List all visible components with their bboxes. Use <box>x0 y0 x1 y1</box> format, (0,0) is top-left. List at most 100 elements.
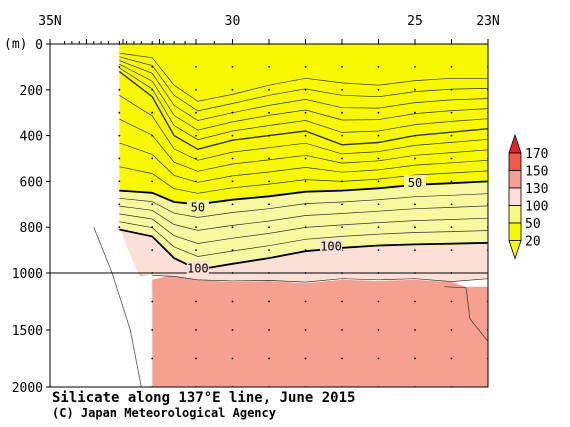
contour-line-lower <box>119 213 488 244</box>
colorbar-segment <box>508 170 522 189</box>
station-dot <box>151 111 154 114</box>
contour-label-bg <box>320 238 343 253</box>
station-dot <box>304 111 307 114</box>
station-dot <box>414 300 416 303</box>
x-tick-label: 30 <box>225 14 241 29</box>
contour-label: 50 <box>191 201 205 215</box>
contour-label-bg <box>186 260 209 275</box>
colorbar-segment <box>508 222 522 241</box>
station-dot <box>304 88 307 91</box>
station-dot <box>151 329 154 331</box>
station-dot <box>377 66 380 68</box>
station-dot <box>151 134 154 137</box>
station-dot <box>151 249 154 252</box>
chart-credit: (C) Japan Meteorological Agency <box>52 406 276 420</box>
station-dot <box>268 329 270 331</box>
colorbar: 170 150 130 100 50 20 <box>508 133 548 260</box>
station-dot <box>231 157 234 160</box>
station-dot <box>414 66 416 68</box>
station-dot <box>268 134 270 137</box>
station-dot <box>231 111 234 114</box>
station-dot <box>341 66 343 68</box>
station-dot <box>341 180 343 183</box>
y-tick-label: 1500 <box>12 324 43 339</box>
contour-label: 100 <box>187 261 209 275</box>
colorbar-segment <box>508 205 522 224</box>
station-dot <box>118 157 121 160</box>
station-dot <box>450 180 453 183</box>
station-dot <box>195 157 197 160</box>
station-dot <box>231 88 234 91</box>
station-dot <box>268 357 270 360</box>
station-dot <box>195 88 197 91</box>
station-dot <box>268 88 270 91</box>
station-dot <box>450 300 453 303</box>
station-dot <box>304 134 307 137</box>
colorbar-label: 170 <box>525 147 548 162</box>
y-axis-unit: (m) <box>4 37 27 52</box>
contour-layer <box>93 52 488 387</box>
station-dot <box>414 88 416 91</box>
station-dot <box>377 329 380 331</box>
station-dot <box>377 249 380 252</box>
colorbar-label: 100 <box>525 200 548 215</box>
contour-line-130 <box>152 274 488 283</box>
contour-line-lower <box>119 221 488 257</box>
station-dot <box>195 249 197 252</box>
station-dot <box>231 357 234 360</box>
colorbar-label: 130 <box>525 182 548 197</box>
station-dot <box>268 300 270 303</box>
station-dot <box>151 203 154 206</box>
station-dot <box>414 357 416 360</box>
station-dot <box>341 357 343 360</box>
station-dot <box>195 300 197 303</box>
station-dot <box>414 249 416 252</box>
station-dot <box>195 180 197 183</box>
station-dot <box>118 111 121 114</box>
contour-label: 100 <box>320 240 342 254</box>
y-tick-label: 0 <box>35 38 43 53</box>
contour-line-mid <box>119 118 488 172</box>
colorbar-segment <box>508 152 522 171</box>
station-dot <box>151 180 154 183</box>
station-dot <box>195 66 197 68</box>
station-dot <box>450 357 453 360</box>
station-dot <box>304 226 307 229</box>
station-dot <box>231 134 234 137</box>
station-dot <box>195 226 197 229</box>
station-dot <box>450 111 453 114</box>
station-dot <box>304 357 307 360</box>
contour-label-bg <box>186 199 209 214</box>
contour-label-bg <box>404 175 426 190</box>
station-dot <box>118 88 121 91</box>
contour-line-upper <box>119 60 488 121</box>
station-dot <box>231 203 234 206</box>
station-dot <box>268 226 270 229</box>
station-dot <box>341 226 343 229</box>
station-dot <box>268 180 270 183</box>
seafloor-line <box>93 227 142 387</box>
station-dot <box>377 157 380 160</box>
contour-line-upper <box>119 56 488 112</box>
contour-line-mid <box>119 95 488 161</box>
station-dot <box>341 157 343 160</box>
station-dot <box>268 203 270 206</box>
station-dot <box>304 249 307 252</box>
station-dot <box>195 329 197 331</box>
station-dot <box>377 88 380 91</box>
contour-line-upper <box>119 63 488 131</box>
station-dot <box>414 134 416 137</box>
station-dot <box>118 180 121 183</box>
station-dot <box>414 329 416 331</box>
colorbar-top-arrow <box>508 133 522 154</box>
station-dot <box>414 203 416 206</box>
station-dot <box>450 134 453 137</box>
fill-region-50-100 <box>119 181 488 270</box>
contour-label-layer: 50 50 100 100 <box>186 175 426 275</box>
colorbar-segment <box>508 187 522 206</box>
station-dot <box>341 111 343 114</box>
contour-line-lower <box>119 205 488 231</box>
station-dot <box>450 66 453 68</box>
